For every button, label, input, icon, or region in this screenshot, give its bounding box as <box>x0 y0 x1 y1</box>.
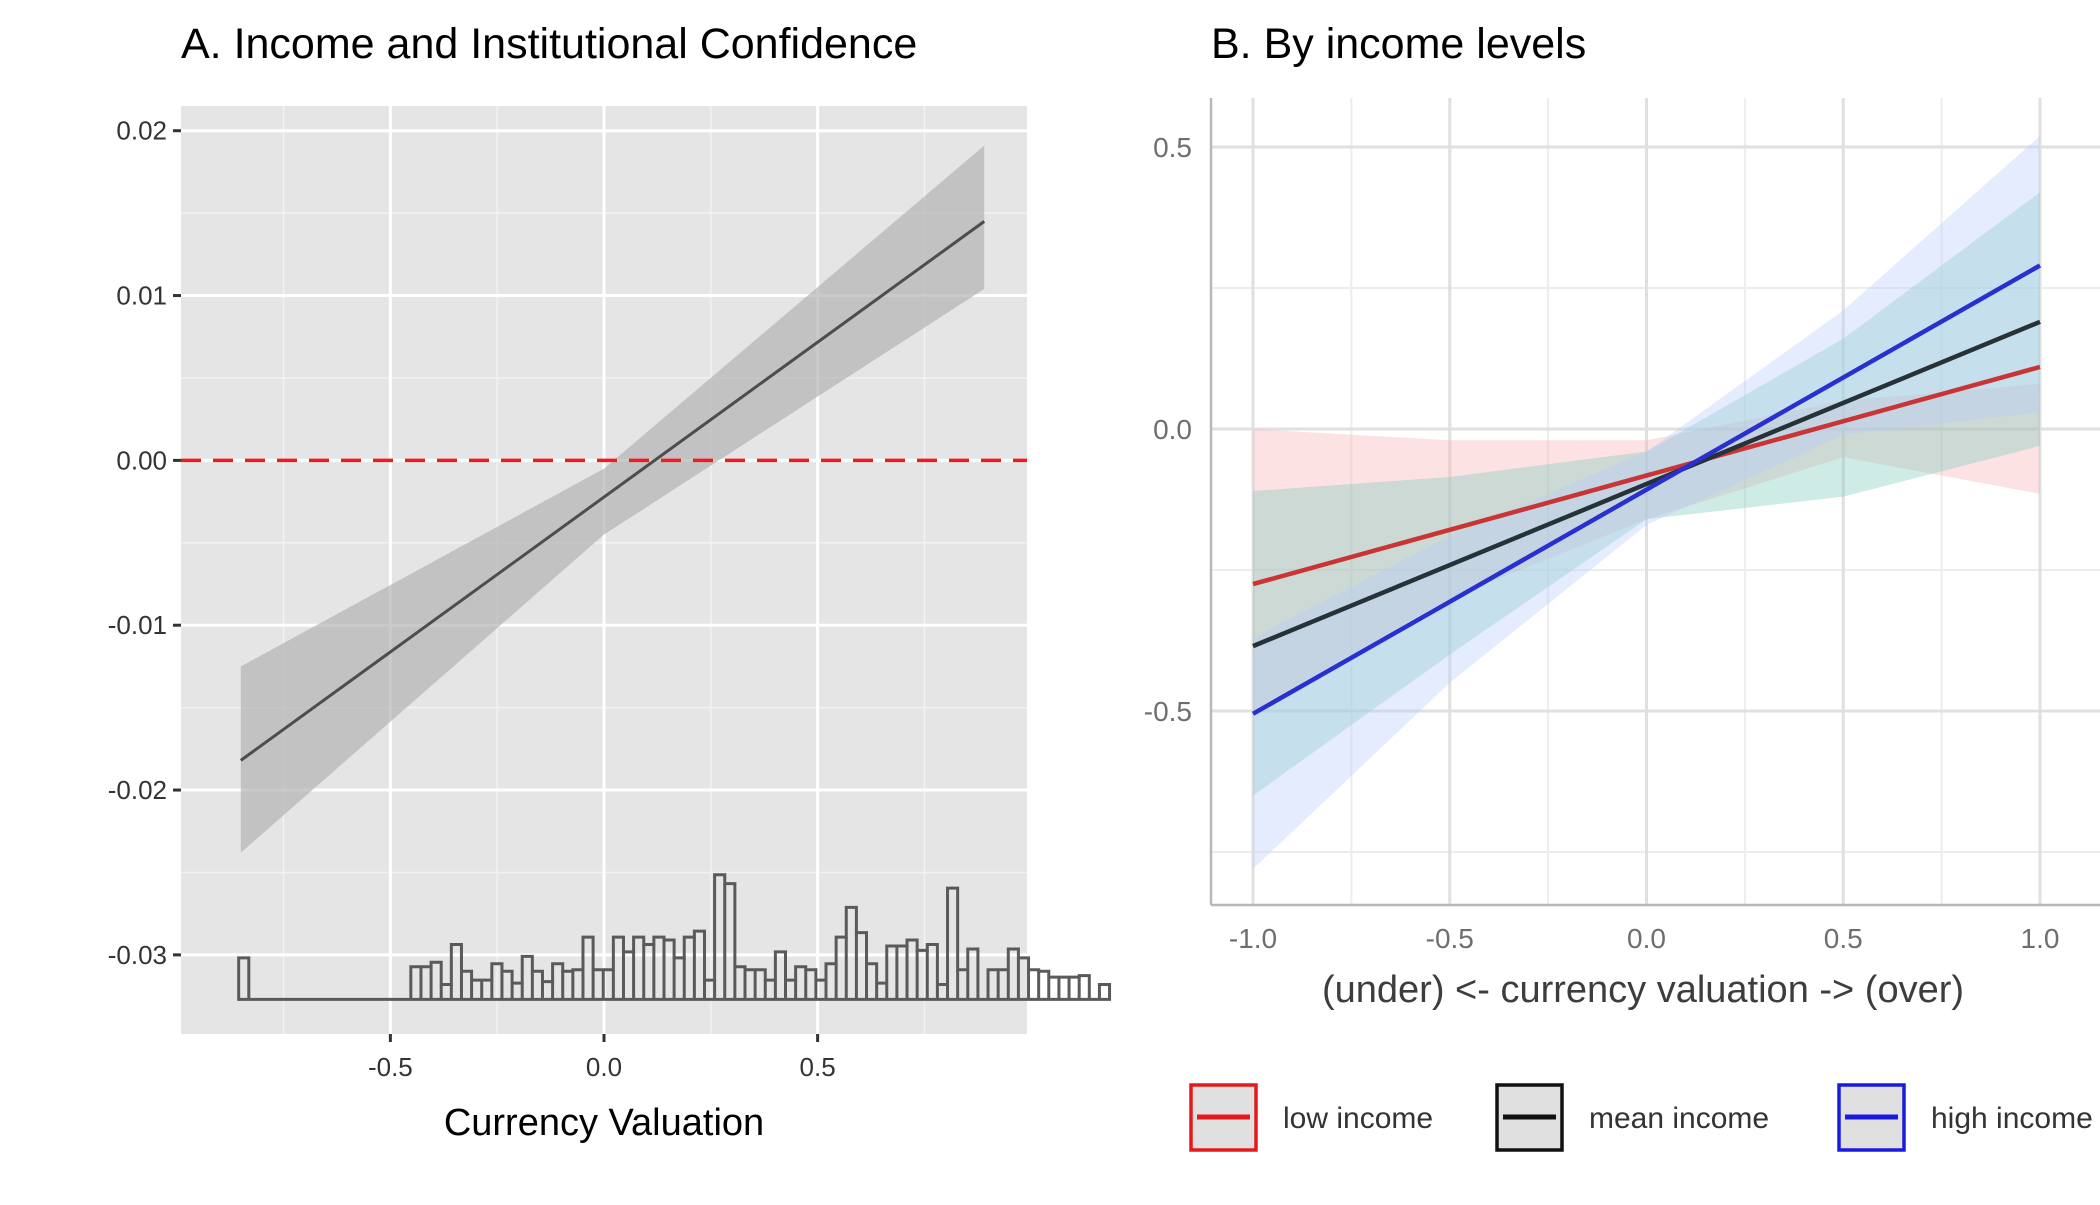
panel-a-title: A. Income and Institutional Confidence <box>181 20 917 68</box>
panel-a-x-tick-label: 0.0 <box>586 1052 622 1082</box>
panel-a-histogram-bar <box>1049 977 1059 999</box>
panel-b-y-tick-label: -0.5 <box>1144 696 1192 727</box>
panel-b-x-tick-label: -1.0 <box>1229 923 1277 954</box>
panel-a-y-tick-label: -0.01 <box>108 610 167 640</box>
panel-a-x-axis: -0.5 0.0 0.5 <box>368 1034 836 1082</box>
panel-b-x-tick-label: -0.5 <box>1426 923 1474 954</box>
panel-a-y-tick-label: 0.01 <box>116 281 167 311</box>
panel-b-series-lines <box>1251 263 2042 716</box>
panel-b-x-tick-label: 0.5 <box>1824 923 1863 954</box>
panel-b-y-tick-label: 0.5 <box>1153 132 1192 163</box>
panel-b-x-axis: -1.0 -0.5 0.0 0.5 1.0 <box>1229 923 2060 954</box>
legend-label-high-income: high income <box>1931 1102 2093 1135</box>
panel-b-x-tick-label: 1.0 <box>2021 923 2060 954</box>
panel-a-y-axis: 0.02 0.01 0.00 -0.01 -0.02 -0.03 <box>108 116 181 970</box>
panel-b-y-tick-label: 0.0 <box>1153 414 1192 445</box>
legend-label-low-income: low income <box>1283 1102 1433 1135</box>
panel-b-line-mean-income <box>1252 319 2041 649</box>
panel-b-band-high-income <box>1253 135 2040 869</box>
panel-b-line-high-income <box>1251 263 2042 716</box>
panel-b-legend: low income mean income high income <box>1189 1083 2093 1152</box>
panel-b-line-low-income <box>1252 364 2041 587</box>
panel-b-x-axis-label: (under) <- currency valuation -> (over) <box>1322 969 1964 1011</box>
panel-b-band-mean-income <box>1253 192 2040 796</box>
panel-a-histogram-bar <box>1039 971 1049 999</box>
panel-a: A. Income and Institutional Confidence 0… <box>108 20 1112 1144</box>
panel-a-x-tick-label: 0.5 <box>800 1052 836 1082</box>
panel-a-histogram-bar <box>1079 976 1089 1000</box>
panel-a-histogram <box>237 873 1112 1001</box>
panel-a-y-tick-label: -0.03 <box>108 940 167 970</box>
panel-b-y-axis: 0.5 0.0 -0.5 <box>1144 132 1192 727</box>
panel-b-confidence-bands <box>1253 135 2040 869</box>
panel-a-histogram-outline <box>237 873 1112 1001</box>
panel-a-histogram-bar <box>1069 977 1079 999</box>
panel-a-fit-line <box>239 220 986 762</box>
panel-a-confidence-band <box>240 145 985 853</box>
panel-a-x-axis-label: Currency Valuation <box>444 1102 764 1144</box>
panel-a-histogram-bar <box>1099 985 1109 1000</box>
panel-b-x-tick-label: 0.0 <box>1627 923 1666 954</box>
panel-a-histogram-bar <box>1059 977 1069 999</box>
legend-label-mean-income: mean income <box>1589 1102 1769 1135</box>
panel-a-y-tick-label: -0.02 <box>108 775 167 805</box>
panel-b-title: B. By income levels <box>1211 20 1586 68</box>
panel-b-band-low-income <box>1253 383 2040 711</box>
panel-a-histogram-bar <box>1029 970 1039 1000</box>
panel-a-x-tick-label: -0.5 <box>368 1052 413 1082</box>
panel-a-y-tick-label: 0.02 <box>116 116 167 146</box>
panel-a-y-tick-label: 0.00 <box>116 445 167 475</box>
panel-b: B. By income levels 0.50.0-0.5 -1.0 -0.5 0… <box>1144 20 2100 1152</box>
panel-b-gridlines <box>1211 98 2100 905</box>
